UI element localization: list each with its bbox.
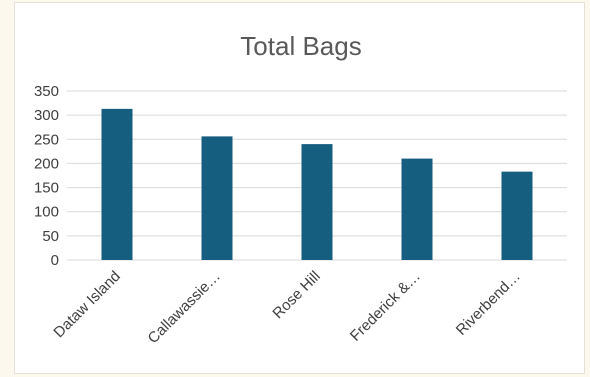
bar — [201, 136, 233, 260]
y-tick-label: 50 — [42, 228, 59, 245]
x-tick-label: Callawassie… — [145, 268, 224, 347]
bar — [101, 108, 133, 260]
x-tick-label: Rose Hill — [269, 268, 323, 322]
y-tick-label: 100 — [34, 204, 59, 221]
bar — [401, 158, 433, 260]
x-tick-label: Riverbend… — [453, 268, 524, 339]
y-tick-label: 250 — [34, 131, 59, 148]
x-axis-labels: Dataw Island Callawassie… Rose Hill Frederi… — [50, 268, 523, 347]
chart-frame: Total Bags 0 50 100 150 200 250 300 350 Dataw I… — [14, 2, 585, 374]
bar — [501, 171, 533, 260]
y-axis-ticks: 0 50 100 150 200 250 300 350 — [34, 83, 59, 269]
x-tick-label: Frederick &… — [347, 268, 424, 345]
bars — [101, 108, 533, 260]
bar — [301, 144, 333, 260]
x-tick-label: Dataw Island — [50, 268, 123, 341]
bar-chart: Total Bags 0 50 100 150 200 250 300 350 Dataw I… — [34, 31, 567, 347]
y-tick-label: 200 — [34, 155, 59, 172]
chart-title: Total Bags — [240, 31, 361, 61]
y-tick-label: 350 — [34, 83, 59, 100]
y-tick-label: 150 — [34, 180, 59, 197]
y-tick-label: 300 — [34, 107, 59, 124]
y-tick-label: 0 — [51, 252, 59, 269]
